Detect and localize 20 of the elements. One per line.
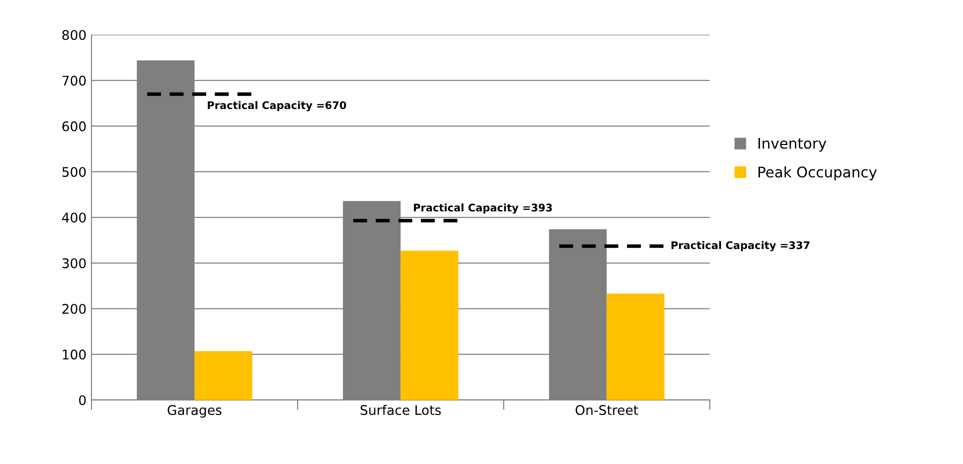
y-tick-label: 300: [62, 258, 86, 268]
y-tick-label: 0: [79, 395, 86, 406]
ref-line-label: Practical Capacity =393: [414, 203, 552, 214]
bar: [606, 294, 664, 400]
y-tick-label: 600: [62, 121, 86, 132]
ref-line-label: Practical Capacity =337: [672, 241, 810, 252]
legend-label: Inventory: [758, 138, 826, 152]
ref-line-label: Practical Capacity =670: [208, 101, 346, 112]
x-tick-label: On-Street: [576, 405, 638, 416]
y-tick-label: 500: [62, 166, 86, 177]
legend-label: Peak Occupancy: [758, 166, 877, 180]
x-tick-label: Surface Lots: [360, 404, 441, 416]
y-tick-label: 100: [62, 350, 86, 360]
y-tick-label: 800: [62, 30, 86, 40]
y-tick-label: 700: [62, 76, 86, 86]
y-tick-label: 200: [62, 304, 86, 314]
x-tick-label: Garages: [168, 405, 222, 418]
y-tick-label: 400: [62, 212, 86, 223]
bar: [400, 250, 458, 400]
bar: [194, 351, 252, 400]
